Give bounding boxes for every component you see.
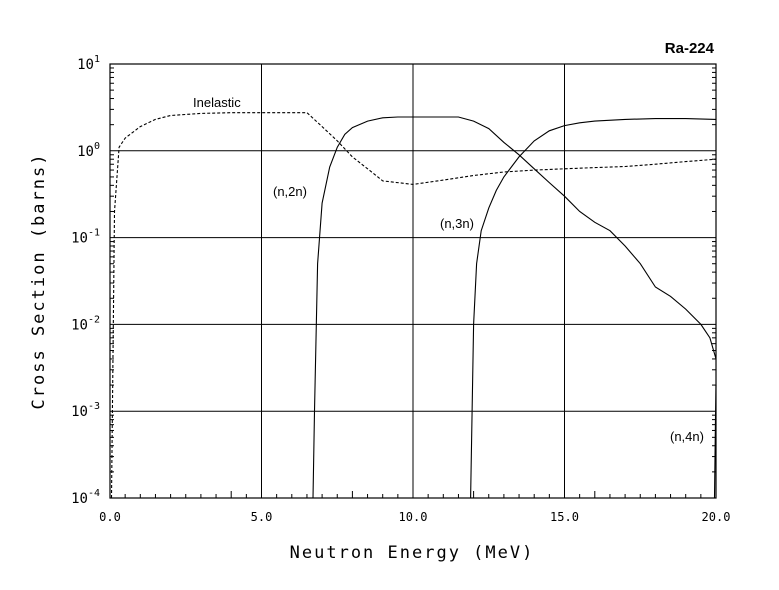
annotation-inelastic: Inelastic — [193, 95, 241, 110]
x-tick-label: 10.0 — [399, 510, 428, 524]
y-tick-label: 10-4 — [71, 488, 100, 507]
y-tick-label: 100 — [77, 141, 100, 160]
x-axis-title: Neutron Energy (MeV) — [290, 543, 535, 563]
series-line-n-4n — [713, 385, 717, 499]
y-tick-label: 10-2 — [71, 314, 100, 333]
y-tick-label: 10-3 — [71, 401, 100, 420]
chart-title: Ra-224 — [665, 40, 715, 57]
y-tick-label: 10-1 — [71, 228, 100, 247]
x-tick-label: 20.0 — [702, 510, 731, 524]
annotation-n3n: (n,3n) — [440, 216, 474, 231]
x-tick-label: 5.0 — [251, 510, 273, 524]
x-tick-label: 15.0 — [550, 510, 579, 524]
y-tick-labels: 101 100 10-1 10-2 10-3 10-4 — [71, 54, 100, 507]
grid — [110, 64, 716, 498]
annotation-n4n: (n,4n) — [670, 429, 704, 444]
minor-ticks — [109, 67, 717, 498]
y-axis-title: Cross Section (barns) — [29, 153, 49, 410]
annotation-n2n: (n,2n) — [273, 184, 307, 199]
x-tick-labels: 0.0 5.0 10.0 15.0 20.0 — [99, 510, 730, 524]
series-line-n-2n — [312, 116, 717, 499]
series-line-n-3n — [470, 118, 717, 499]
x-tick-label: 0.0 — [99, 510, 121, 524]
series-line-inelastic — [110, 112, 717, 499]
series-layer — [110, 112, 717, 499]
y-tick-label: 101 — [77, 54, 100, 73]
